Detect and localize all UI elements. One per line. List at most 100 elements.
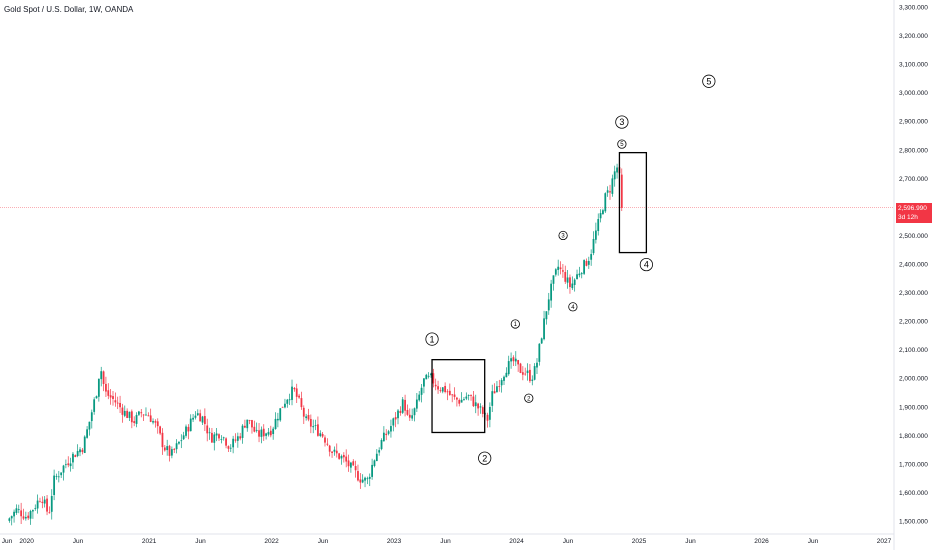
candle-body	[368, 476, 371, 479]
candle-body	[538, 343, 541, 362]
candle-body	[39, 501, 41, 503]
candle-body	[493, 391, 496, 394]
candle-body	[107, 390, 110, 396]
y-tick-label: 1,700.000	[899, 461, 928, 468]
candle-body	[218, 434, 220, 439]
wave-label-small: 5	[620, 142, 624, 148]
candle-body	[328, 445, 331, 452]
candle-body	[550, 283, 553, 301]
y-tick-label: 2,100.000	[899, 347, 928, 354]
candle-body	[547, 299, 550, 311]
candle-body	[326, 443, 329, 445]
candle-body	[594, 230, 597, 240]
candle-body	[317, 424, 319, 436]
candle-body	[166, 446, 169, 451]
candle-body	[267, 432, 270, 435]
candle-body	[394, 417, 397, 420]
candle-body	[234, 439, 237, 441]
candle-body	[592, 238, 595, 254]
elliott-box-1	[431, 359, 486, 434]
candle-body	[345, 456, 348, 462]
candle-body	[95, 396, 98, 399]
candle-body	[272, 428, 275, 435]
candle-body	[105, 383, 107, 392]
candle-body	[599, 213, 602, 219]
candle-body	[149, 415, 152, 422]
candle-body	[474, 402, 477, 407]
candle-body	[557, 266, 560, 270]
x-tick-label: Jun	[808, 538, 819, 545]
candle-body	[496, 386, 498, 393]
candle-body	[133, 421, 136, 424]
candle-body	[201, 416, 204, 423]
candle-body	[62, 465, 65, 473]
candle-body	[359, 479, 362, 483]
candle-body	[602, 210, 604, 215]
candle-body	[147, 415, 150, 417]
candle-body	[604, 193, 607, 212]
candle-body	[404, 399, 406, 411]
candle-body	[390, 426, 392, 432]
candle-body	[347, 460, 350, 467]
candle-body	[342, 454, 345, 458]
y-tick-label: 1,800.000	[899, 433, 928, 440]
candle-body	[79, 449, 81, 453]
candle-body	[286, 399, 289, 404]
candle-body	[576, 274, 578, 280]
candle-body	[571, 283, 574, 289]
candle-body	[307, 415, 310, 420]
candle-body	[173, 448, 176, 450]
x-tick-label: Jun	[2, 538, 13, 545]
candle-body	[102, 371, 105, 384]
candle-body	[507, 361, 510, 375]
x-tick-label: 2027	[877, 538, 892, 545]
candle-body	[486, 414, 489, 421]
candle-body	[291, 386, 293, 400]
candle-body	[241, 425, 244, 438]
wave-label-small: 2	[527, 396, 531, 402]
candle-body	[142, 414, 145, 416]
x-tick-label: 2021	[142, 538, 157, 545]
wave-label-circle-large	[639, 257, 653, 272]
candle-body	[199, 413, 202, 422]
candle-body	[382, 432, 385, 442]
candle-body	[60, 472, 63, 476]
candle-body	[425, 374, 428, 380]
candle-body	[472, 396, 475, 407]
candle-body	[460, 399, 463, 403]
y-tick-label: 2,700.000	[899, 176, 928, 183]
candle-body	[196, 413, 199, 416]
candle-body	[109, 395, 112, 398]
x-tick-label: Jun	[440, 538, 451, 545]
candle-body	[319, 433, 322, 437]
candle-body	[163, 447, 166, 451]
candle-body	[585, 260, 588, 266]
candle-body	[352, 461, 355, 466]
y-tick-label: 2,300.000	[899, 290, 928, 297]
candle-body	[236, 436, 239, 441]
candle-body	[521, 372, 524, 375]
candle-body	[178, 441, 180, 444]
wave-label-small: 3	[561, 234, 565, 240]
candle-body	[192, 417, 194, 420]
candle-body	[121, 407, 124, 415]
candle-body	[112, 396, 114, 400]
y-tick-label: 2,800.000	[899, 147, 928, 154]
candle-body	[93, 399, 96, 412]
candle-body	[246, 419, 249, 429]
candle-body	[448, 390, 451, 395]
candle-body	[503, 376, 505, 381]
candle-body	[302, 407, 305, 417]
candle-body	[529, 369, 531, 382]
candle-body	[519, 363, 522, 373]
candle-body	[253, 426, 256, 432]
candle-body	[74, 455, 77, 458]
candle-body	[269, 430, 272, 436]
candle-body	[415, 399, 418, 409]
last-price-value: 2,596.990	[898, 205, 927, 212]
candle-body	[488, 406, 491, 420]
candle-body	[453, 394, 456, 397]
candle-body	[43, 499, 46, 504]
